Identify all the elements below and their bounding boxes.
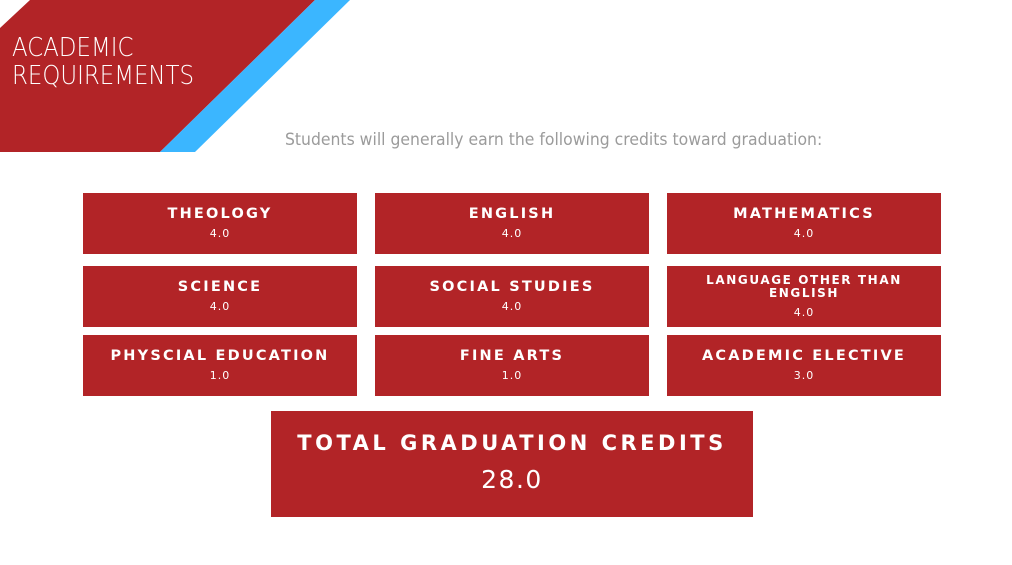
subject-name: FINE ARTS xyxy=(459,348,565,364)
subject-card-theology: THEOLOGY 4.0 xyxy=(83,193,357,254)
subject-credits: 1.0 xyxy=(209,369,231,382)
subject-credits: 4.0 xyxy=(793,227,815,240)
subject-name: PHYSCIAL EDUCATION xyxy=(110,348,330,364)
subject-card-science: SCIENCE 4.0 xyxy=(83,266,357,327)
subject-credits: 3.0 xyxy=(793,369,815,382)
subject-card-english: ENGLISH 4.0 xyxy=(375,193,649,254)
subject-credits: 1.0 xyxy=(501,369,523,382)
subject-card-social-studies: SOCIAL STUDIES 4.0 xyxy=(375,266,649,327)
title-line-2: REQUIREMENTS xyxy=(12,61,195,91)
subject-credits: 4.0 xyxy=(209,227,231,240)
subject-name: ENGLISH xyxy=(468,206,556,222)
subject-name: ACADEMIC ELECTIVE xyxy=(701,348,907,364)
subject-name: MATHEMATICS xyxy=(733,206,875,222)
red-banner-shape xyxy=(0,0,315,152)
subject-name: SCIENCE xyxy=(177,279,263,295)
page-title: ACADEMIC REQUIREMENTS xyxy=(12,34,194,90)
subject-card-language: LANGUAGE OTHER THAN ENGLISH 4.0 xyxy=(667,266,941,327)
subject-card-fine-arts: FINE ARTS 1.0 xyxy=(375,335,649,396)
subtitle: Students will generally earn the followi… xyxy=(285,130,823,150)
subject-credits: 4.0 xyxy=(793,306,815,319)
title-line-1: ACADEMIC xyxy=(12,33,134,63)
subject-card-academic-elective: ACADEMIC ELECTIVE 3.0 xyxy=(667,335,941,396)
subject-name: SOCIAL STUDIES xyxy=(429,279,595,295)
subject-credits: 4.0 xyxy=(501,300,523,313)
header-banner xyxy=(0,0,350,152)
total-label: TOTAL GRADUATION CREDITS xyxy=(297,431,727,455)
subject-name: THEOLOGY xyxy=(167,206,273,222)
subject-card-mathematics: MATHEMATICS 4.0 xyxy=(667,193,941,254)
total-value: 28.0 xyxy=(481,465,543,494)
subject-credits: 4.0 xyxy=(209,300,231,313)
subject-name: LANGUAGE OTHER THAN ENGLISH xyxy=(706,273,902,300)
subject-card-physical-education: PHYSCIAL EDUCATION 1.0 xyxy=(83,335,357,396)
total-credits-card: TOTAL GRADUATION CREDITS 28.0 xyxy=(271,411,753,517)
blue-stripe xyxy=(160,0,350,152)
subject-credits: 4.0 xyxy=(501,227,523,240)
